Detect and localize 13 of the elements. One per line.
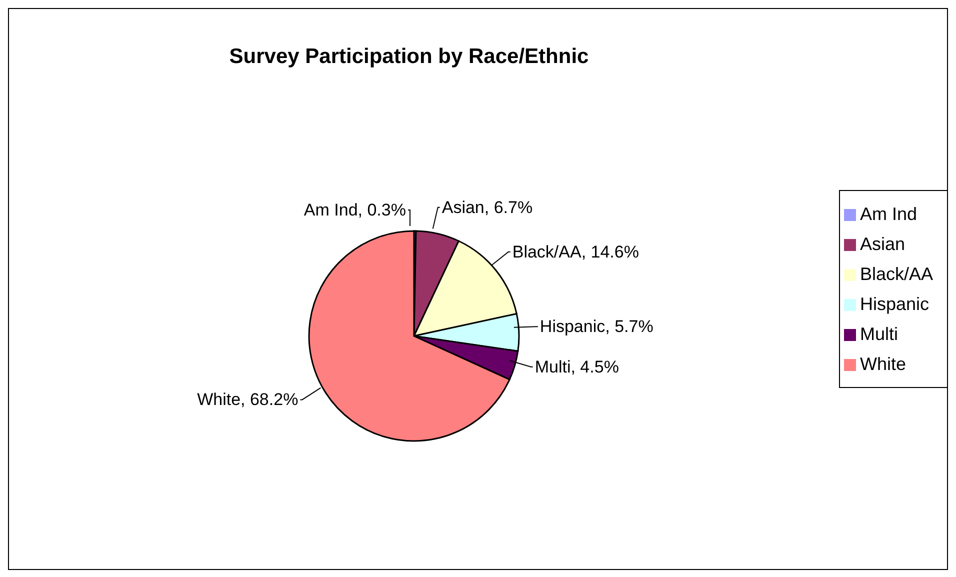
- data-label: Hispanic, 5.7%: [540, 317, 654, 336]
- data-label: Am Ind, 0.3%: [304, 200, 406, 220]
- data-label: Asian, 6.7%: [442, 198, 533, 217]
- data-label: Multi, 4.5%: [534, 357, 619, 376]
- legend-label: Black/AA: [860, 264, 933, 284]
- legend-label: Am Ind: [860, 204, 917, 224]
- legend-label: Multi: [860, 324, 898, 344]
- chart-title: Survey Participation by Race/Ethnic: [228, 45, 590, 69]
- legend-label: Asian: [860, 234, 905, 254]
- data-label: Black/AA, 14.6%: [512, 242, 639, 262]
- data-label: White, 68.2%: [197, 390, 298, 410]
- legend-label: Hispanic: [860, 294, 929, 314]
- legend-label: White: [860, 354, 906, 374]
